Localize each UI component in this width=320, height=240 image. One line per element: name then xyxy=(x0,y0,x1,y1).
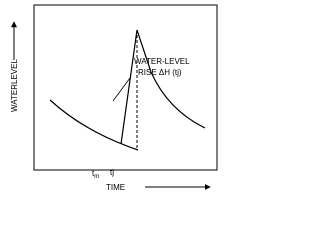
start-label: tm xyxy=(92,169,99,180)
end-label: tj xyxy=(110,168,114,177)
diagram: WATER-LEVEL RISE ΔH (tj) tm tj WATERLEVE… xyxy=(10,4,218,192)
annotation-line1: WATER-LEVEL xyxy=(134,57,190,66)
rise-line xyxy=(120,29,152,145)
page: {"axes": {"y_label": "WATERLEVEL", "x_la… xyxy=(10,4,218,192)
frame xyxy=(33,4,218,171)
leader-line xyxy=(112,77,131,102)
recession-curve xyxy=(49,99,139,151)
y-axis-label: WATERLEVEL xyxy=(10,59,19,112)
start-t: t xyxy=(92,169,95,178)
decay-curve xyxy=(150,71,206,129)
x-axis-label: TIME xyxy=(106,183,125,192)
annotation-line2: RISE ΔH (tj) xyxy=(138,68,182,77)
start-sub: m xyxy=(94,174,99,180)
